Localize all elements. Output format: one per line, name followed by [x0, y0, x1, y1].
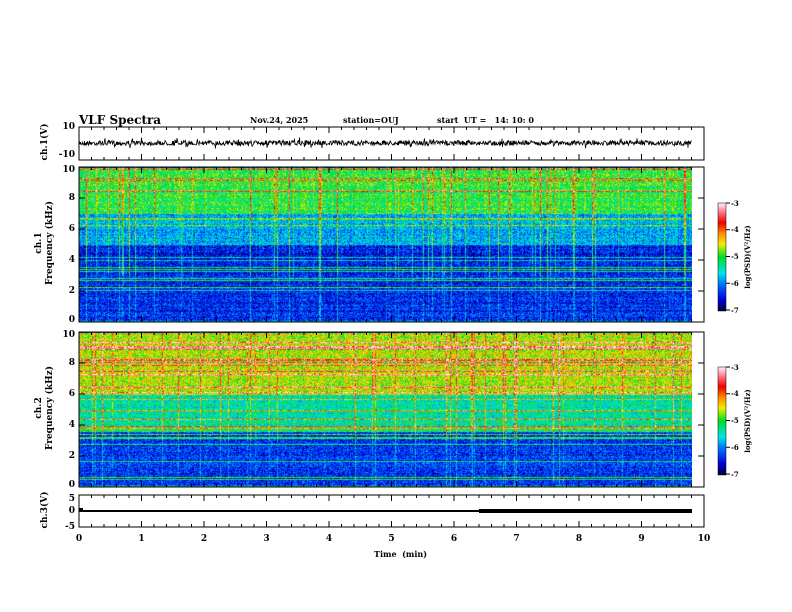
- y-tick-label: 0: [68, 314, 75, 325]
- ch1-spec-ylabel-line2: Frequency (kHz): [45, 201, 55, 286]
- x-tick-label: 8: [575, 533, 583, 544]
- x-tick-label: 7: [513, 533, 520, 544]
- x-tick-label: 5: [388, 533, 395, 544]
- ch2-spec-ylabel-line1: ch.2: [34, 397, 44, 419]
- ch2-colorbar: [718, 367, 726, 475]
- colorbar-tick-label: -3: [731, 362, 739, 372]
- date-label: Nov.24, 2025: [250, 115, 309, 125]
- colorbar-tick-label: -6: [731, 278, 739, 288]
- x-tick-label: 0: [75, 533, 83, 544]
- y-tick-label: 10: [62, 164, 75, 175]
- x-axis-label: Time (min): [374, 549, 428, 559]
- y-tick-label: 6: [68, 223, 75, 234]
- y-tick-label: 5: [68, 493, 75, 504]
- ch1-colorbar: [718, 203, 726, 311]
- y-tick-label: -5: [65, 521, 75, 532]
- colorbar-tick-label: -7: [731, 305, 739, 315]
- y-tick-label: 2: [68, 285, 75, 296]
- y-tick-label: 0: [68, 479, 75, 490]
- x-tick-label: 9: [638, 533, 645, 544]
- ch3-ylabel: ch.3(V): [40, 491, 50, 529]
- ch1-spec-ylabel-line1: ch.1: [34, 232, 44, 254]
- colorbar-frame: [717, 202, 727, 312]
- y-tick-label: 6: [68, 388, 75, 399]
- colorbar-tick-label: -4: [731, 225, 739, 235]
- x-tick-label: 10: [697, 533, 711, 544]
- panel-frame-3: [78, 331, 705, 488]
- x-tick-label: 3: [263, 533, 270, 544]
- ch2-spec-ylabel: ch.2 Frequency (kHz): [34, 358, 56, 458]
- ch1-spectrogram-image: [79, 167, 692, 322]
- ch1-waveform-trace: [78, 137, 692, 149]
- y-tick-label: 10: [62, 121, 75, 132]
- colorbar-tick-label: -7: [731, 469, 739, 479]
- colorbar-tick-label: -6: [731, 442, 739, 452]
- ch2-spectrogram-image: [79, 332, 692, 487]
- x-tick-label: 4: [325, 533, 333, 544]
- start-time-label: start UT = 14: 10: 0: [437, 115, 534, 125]
- colorbar-frame: [717, 366, 727, 476]
- y-tick-label: 8: [68, 192, 75, 203]
- y-tick-label: 4: [68, 254, 75, 265]
- colorbar-tick-label: -5: [731, 252, 739, 261]
- x-tick-label: 6: [450, 533, 458, 544]
- ch1-spec-ylabel: ch.1 Frequency (kHz): [34, 193, 56, 293]
- y-tick-label: 8: [68, 357, 75, 368]
- y-tick-label: 0: [68, 505, 75, 516]
- y-tick-label: -10: [58, 149, 75, 160]
- ch1-colorbar-label: log(PSD)(V²/Hz): [743, 225, 752, 289]
- ch2-colorbar-label: log(PSD)(V²/Hz): [743, 389, 752, 453]
- ch2-spec-ylabel-line2: Frequency (kHz): [45, 366, 55, 451]
- y-tick-label: 4: [68, 419, 75, 430]
- ch3-marker: [79, 508, 83, 512]
- station-label: station=OUJ: [343, 115, 399, 125]
- x-tick-label: 2: [200, 533, 208, 544]
- colorbar-tick-label: -4: [731, 389, 739, 399]
- chart-title: VLF Spectra: [79, 113, 162, 127]
- colorbar-tick-label: -3: [731, 198, 739, 208]
- y-tick-label: 10: [62, 329, 75, 340]
- x-tick-label: 1: [138, 533, 145, 544]
- colorbar-tick-label: -5: [731, 416, 739, 425]
- ch1-ylabel: ch.1(V): [40, 123, 50, 161]
- panel-frame-2: [78, 166, 705, 323]
- y-tick-label: 2: [68, 450, 75, 461]
